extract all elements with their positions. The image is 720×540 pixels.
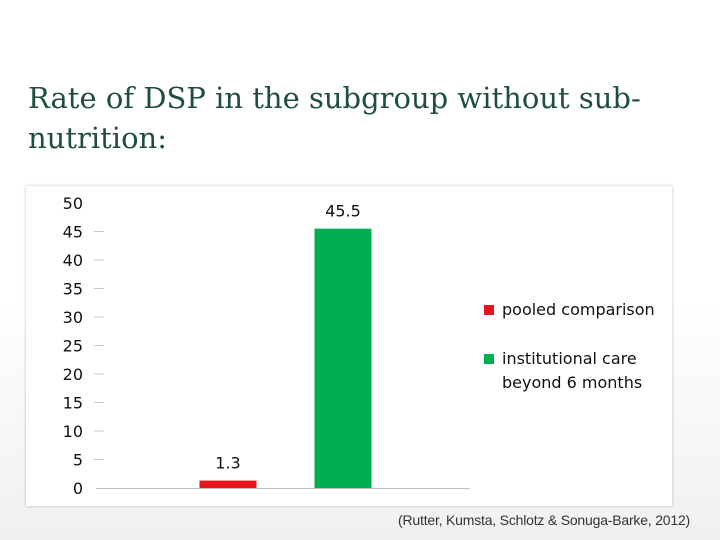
y-tick-label: 50: [63, 194, 83, 213]
bar-0: [199, 480, 257, 488]
data-label: 1.3: [215, 454, 240, 473]
slide-title: Rate of DSP in the subgroup without sub-…: [28, 81, 641, 155]
y-tick-label: 45: [63, 223, 83, 242]
y-tick-label: 15: [63, 394, 83, 413]
bar-1: [314, 228, 372, 488]
data-label: 45.5: [325, 202, 361, 221]
legend-swatch: [484, 354, 494, 364]
y-tick-label: 20: [63, 365, 83, 384]
legend-label: pooled comparison: [502, 300, 655, 319]
y-tick-label: 40: [63, 251, 83, 270]
y-tick-label: 25: [63, 337, 83, 356]
y-tick-label: 35: [63, 280, 83, 299]
legend-label: beyond 6 months: [502, 373, 642, 392]
y-tick-label: 10: [63, 422, 83, 441]
citation: (Rutter, Kumsta, Schlotz & Sonuga-Barke,…: [398, 512, 690, 528]
y-tick-label: 30: [63, 308, 83, 327]
y-tick-label: 0: [73, 479, 83, 498]
bar-chart: 0 5 10 15 20 25 30 35 40 45 50 1.3 45.5 pooled compar…: [63, 194, 655, 498]
chart-container: 0 5 10 15 20 25 30 35 40 45 50 1.3 45.5 pooled compar…: [26, 186, 672, 506]
legend-swatch: [484, 305, 494, 315]
y-tick-label: 5: [73, 451, 83, 470]
legend-label: institutional care: [502, 349, 637, 368]
